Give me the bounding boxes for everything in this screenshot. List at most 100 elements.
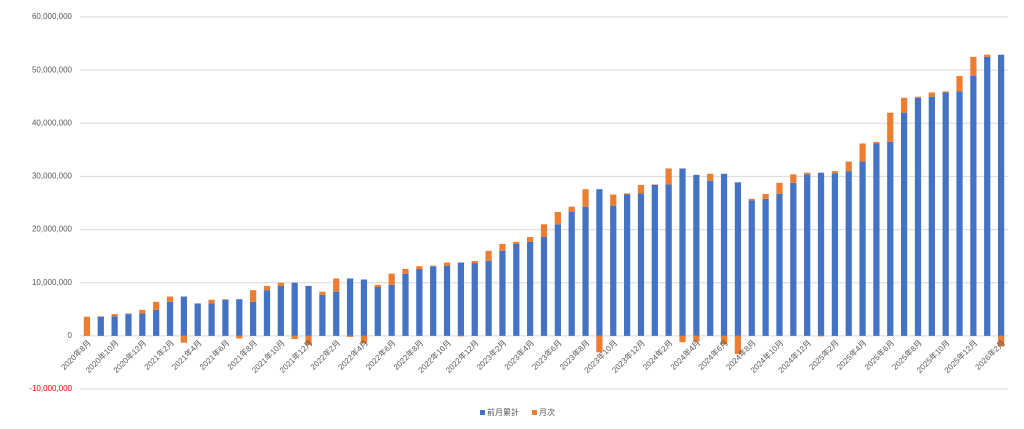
- y-tick-label: -10,000,000: [29, 384, 72, 393]
- bar-segment: [402, 273, 409, 336]
- bar-segment: [485, 250, 492, 261]
- bar-segment: [277, 282, 284, 286]
- bar-segment: [901, 97, 908, 113]
- bar-segment: [153, 309, 160, 336]
- bar-segment: [804, 174, 811, 336]
- bar-segment: [679, 168, 686, 336]
- bar-segment: [596, 189, 603, 336]
- bar-segment: [693, 174, 700, 336]
- bar-segment: [346, 278, 354, 336]
- bar-segment: [305, 335, 312, 345]
- bar-segment: [443, 262, 451, 266]
- bar-segment: [859, 143, 866, 162]
- bar-segment: [859, 161, 866, 336]
- bar-segment: [346, 335, 354, 337]
- bar-segment: [942, 92, 949, 336]
- bar-segment: [139, 309, 146, 314]
- bar-segment: [97, 316, 104, 317]
- bar-segment: [720, 335, 728, 345]
- bar-segment: [166, 301, 174, 336]
- bar-segment: [319, 294, 326, 336]
- bar-segment: [111, 316, 118, 336]
- bar-segment: [734, 182, 742, 336]
- bar-segment: [610, 205, 617, 336]
- bar-segment: [970, 56, 977, 76]
- bar-segment: [762, 193, 769, 199]
- bar-segment: [845, 171, 852, 336]
- bar-segment: [665, 168, 672, 185]
- bar-segment: [720, 173, 728, 336]
- bar-segment: [499, 243, 506, 251]
- y-tick-label: 60,000,000: [32, 12, 73, 21]
- bar-segment: [194, 303, 201, 336]
- bar-segment: [790, 182, 797, 336]
- bar-segment: [623, 194, 631, 336]
- bar-segment: [707, 173, 714, 181]
- bar-segment: [263, 285, 271, 291]
- bar-segment: [901, 112, 908, 336]
- bar-segment: [637, 193, 645, 336]
- bar-segment: [236, 335, 243, 339]
- bar-segment: [596, 335, 603, 353]
- bar-segment: [817, 172, 825, 336]
- bar-segment: [887, 112, 894, 142]
- bar-segment: [291, 282, 298, 336]
- bar-segment: [748, 198, 755, 201]
- bar-segment: [139, 313, 146, 336]
- bar-segment: [513, 241, 520, 244]
- bar-segment: [776, 182, 783, 194]
- bar-segment: [984, 56, 991, 336]
- bar-segment: [845, 161, 852, 172]
- legend-swatch: [480, 410, 485, 415]
- bar-segment: [402, 268, 409, 274]
- legend-label: 前月累計: [487, 407, 519, 417]
- bar-segment: [804, 172, 811, 175]
- bar-segment: [97, 316, 104, 336]
- x-tick-label: 2026年2月: [973, 338, 1007, 372]
- bar-segment: [568, 212, 575, 336]
- bar-segment: [623, 193, 631, 195]
- bar-segment: [388, 273, 395, 285]
- bar-segment: [277, 285, 284, 336]
- bar-segment: [305, 285, 312, 336]
- bar-segment: [831, 173, 838, 336]
- legend: 前月累計 月次: [480, 407, 555, 417]
- bar-segment: [956, 75, 963, 92]
- bar-segment: [540, 237, 548, 336]
- bar-segment: [540, 224, 548, 238]
- bar-segment: [250, 290, 257, 302]
- bar-segment: [222, 299, 229, 336]
- bar-segment: [222, 299, 229, 300]
- bar-segment: [471, 263, 478, 336]
- bar-segment: [997, 335, 1005, 347]
- bar-segment: [942, 91, 949, 93]
- bar-segment: [568, 206, 575, 213]
- bar-segment: [679, 335, 686, 343]
- y-tick-label: 20,000,000: [32, 225, 73, 234]
- bar-segment: [208, 299, 215, 304]
- bar-segment: [873, 143, 880, 336]
- bar-segment: [111, 314, 118, 317]
- bar-segment: [776, 193, 783, 336]
- bar-segment: [887, 141, 894, 336]
- bar-segment: [430, 266, 437, 336]
- bar-segment: [956, 91, 963, 336]
- bar-segment: [984, 54, 991, 57]
- bar-segment: [457, 335, 465, 337]
- bar-segment: [319, 291, 326, 295]
- bar-segment: [236, 299, 243, 336]
- bar-segment: [527, 237, 534, 242]
- bar-segment: [554, 224, 561, 336]
- bar-segment: [485, 260, 492, 336]
- bar-segment: [790, 174, 797, 183]
- bar-segment: [457, 262, 465, 336]
- bar-segment: [527, 241, 534, 336]
- bar-segment: [125, 314, 132, 336]
- bar-segment: [388, 284, 395, 336]
- bar-segment: [651, 184, 658, 185]
- bar-segment: [333, 291, 340, 336]
- bar-segment: [291, 335, 298, 340]
- bar-segment: [416, 266, 423, 269]
- bar-segment: [374, 286, 381, 336]
- y-tick-label: 30,000,000: [32, 172, 73, 181]
